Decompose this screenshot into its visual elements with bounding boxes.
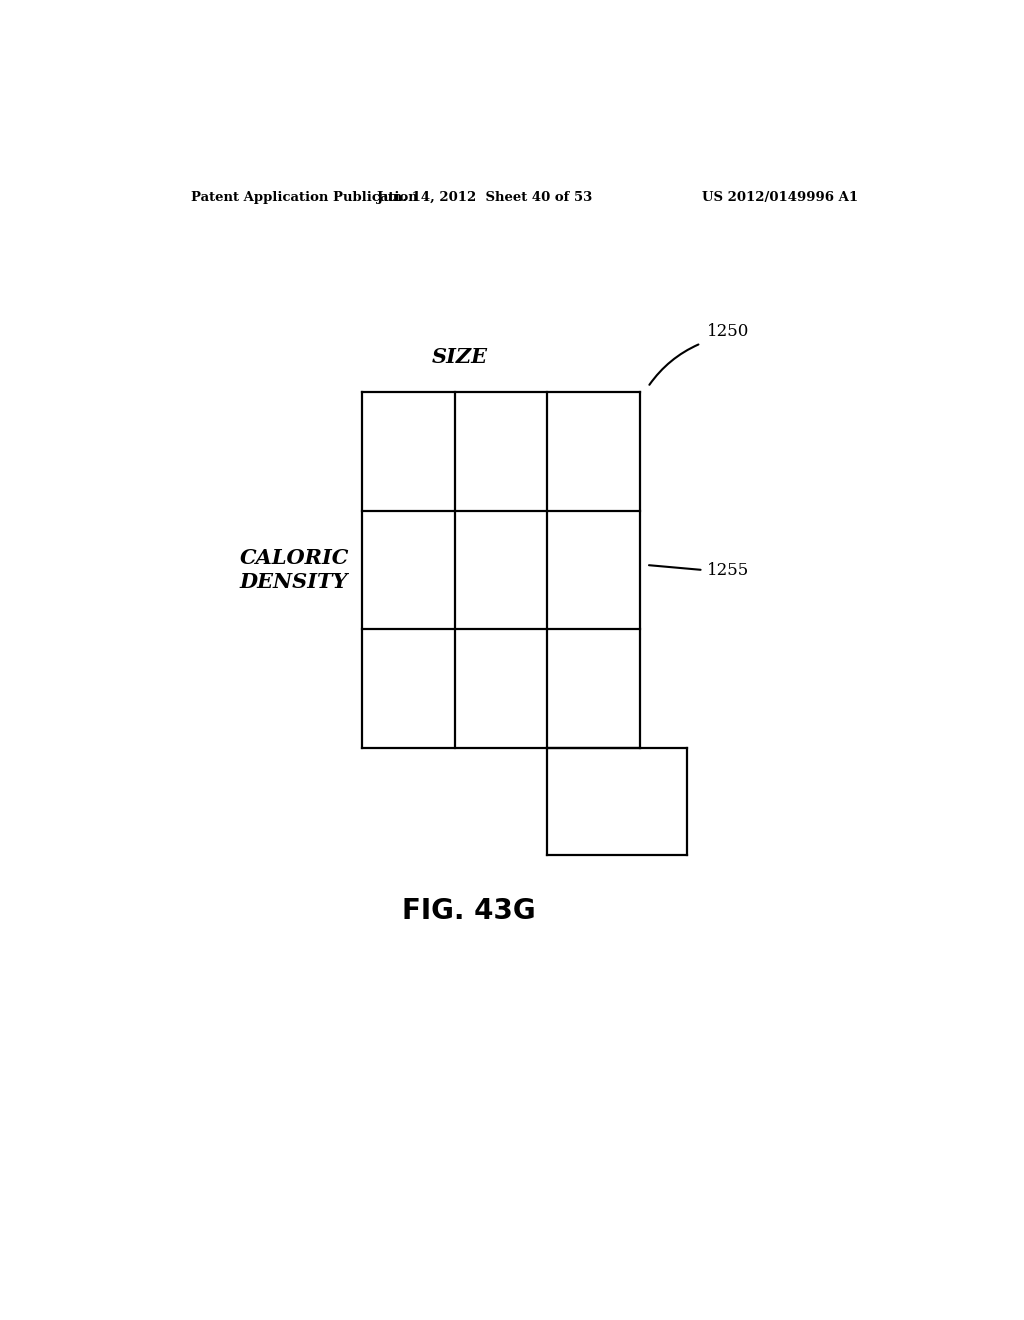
Text: SIZE: SIZE	[431, 347, 487, 367]
Text: Jun. 14, 2012  Sheet 40 of 53: Jun. 14, 2012 Sheet 40 of 53	[378, 190, 593, 203]
Text: 1255: 1255	[708, 561, 750, 578]
Text: 1250: 1250	[708, 322, 750, 339]
Text: FIG. 43G: FIG. 43G	[402, 896, 536, 924]
Text: CALORIC
DENSITY: CALORIC DENSITY	[240, 548, 349, 591]
Text: Patent Application Publication: Patent Application Publication	[191, 190, 418, 203]
Text: US 2012/0149996 A1: US 2012/0149996 A1	[702, 190, 858, 203]
